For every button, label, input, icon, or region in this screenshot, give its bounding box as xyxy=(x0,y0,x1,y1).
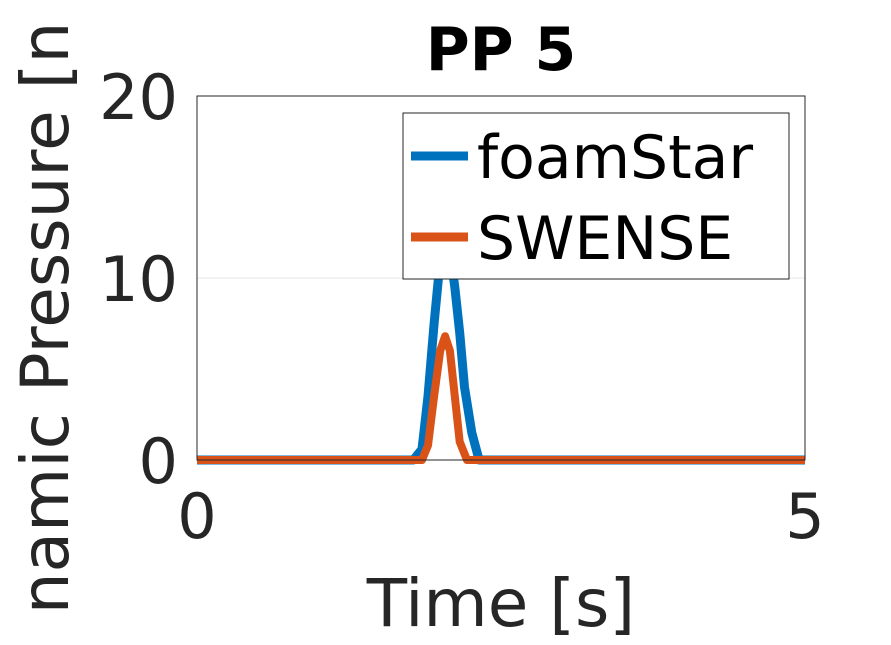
y-tick-label-20: 20 xyxy=(99,61,178,134)
chart-title: PP 5 xyxy=(426,15,577,85)
legend-label-foamStar: foamStar xyxy=(477,123,753,193)
legend: foamStar SWENSE xyxy=(402,112,790,280)
legend-box xyxy=(402,112,790,280)
axes-box xyxy=(196,95,806,461)
y-tick-label-0: 0 xyxy=(139,425,178,498)
x-axis-label: Time [s] xyxy=(366,565,635,642)
y-axis-label: namic Pressure [n xyxy=(7,22,84,615)
x-tick-label-0: 0 xyxy=(177,480,216,553)
legend-label-SWENSE: SWENSE xyxy=(477,204,733,274)
x-tick-label-5: 5 xyxy=(785,480,824,553)
y-tick-label-10: 10 xyxy=(99,243,178,316)
